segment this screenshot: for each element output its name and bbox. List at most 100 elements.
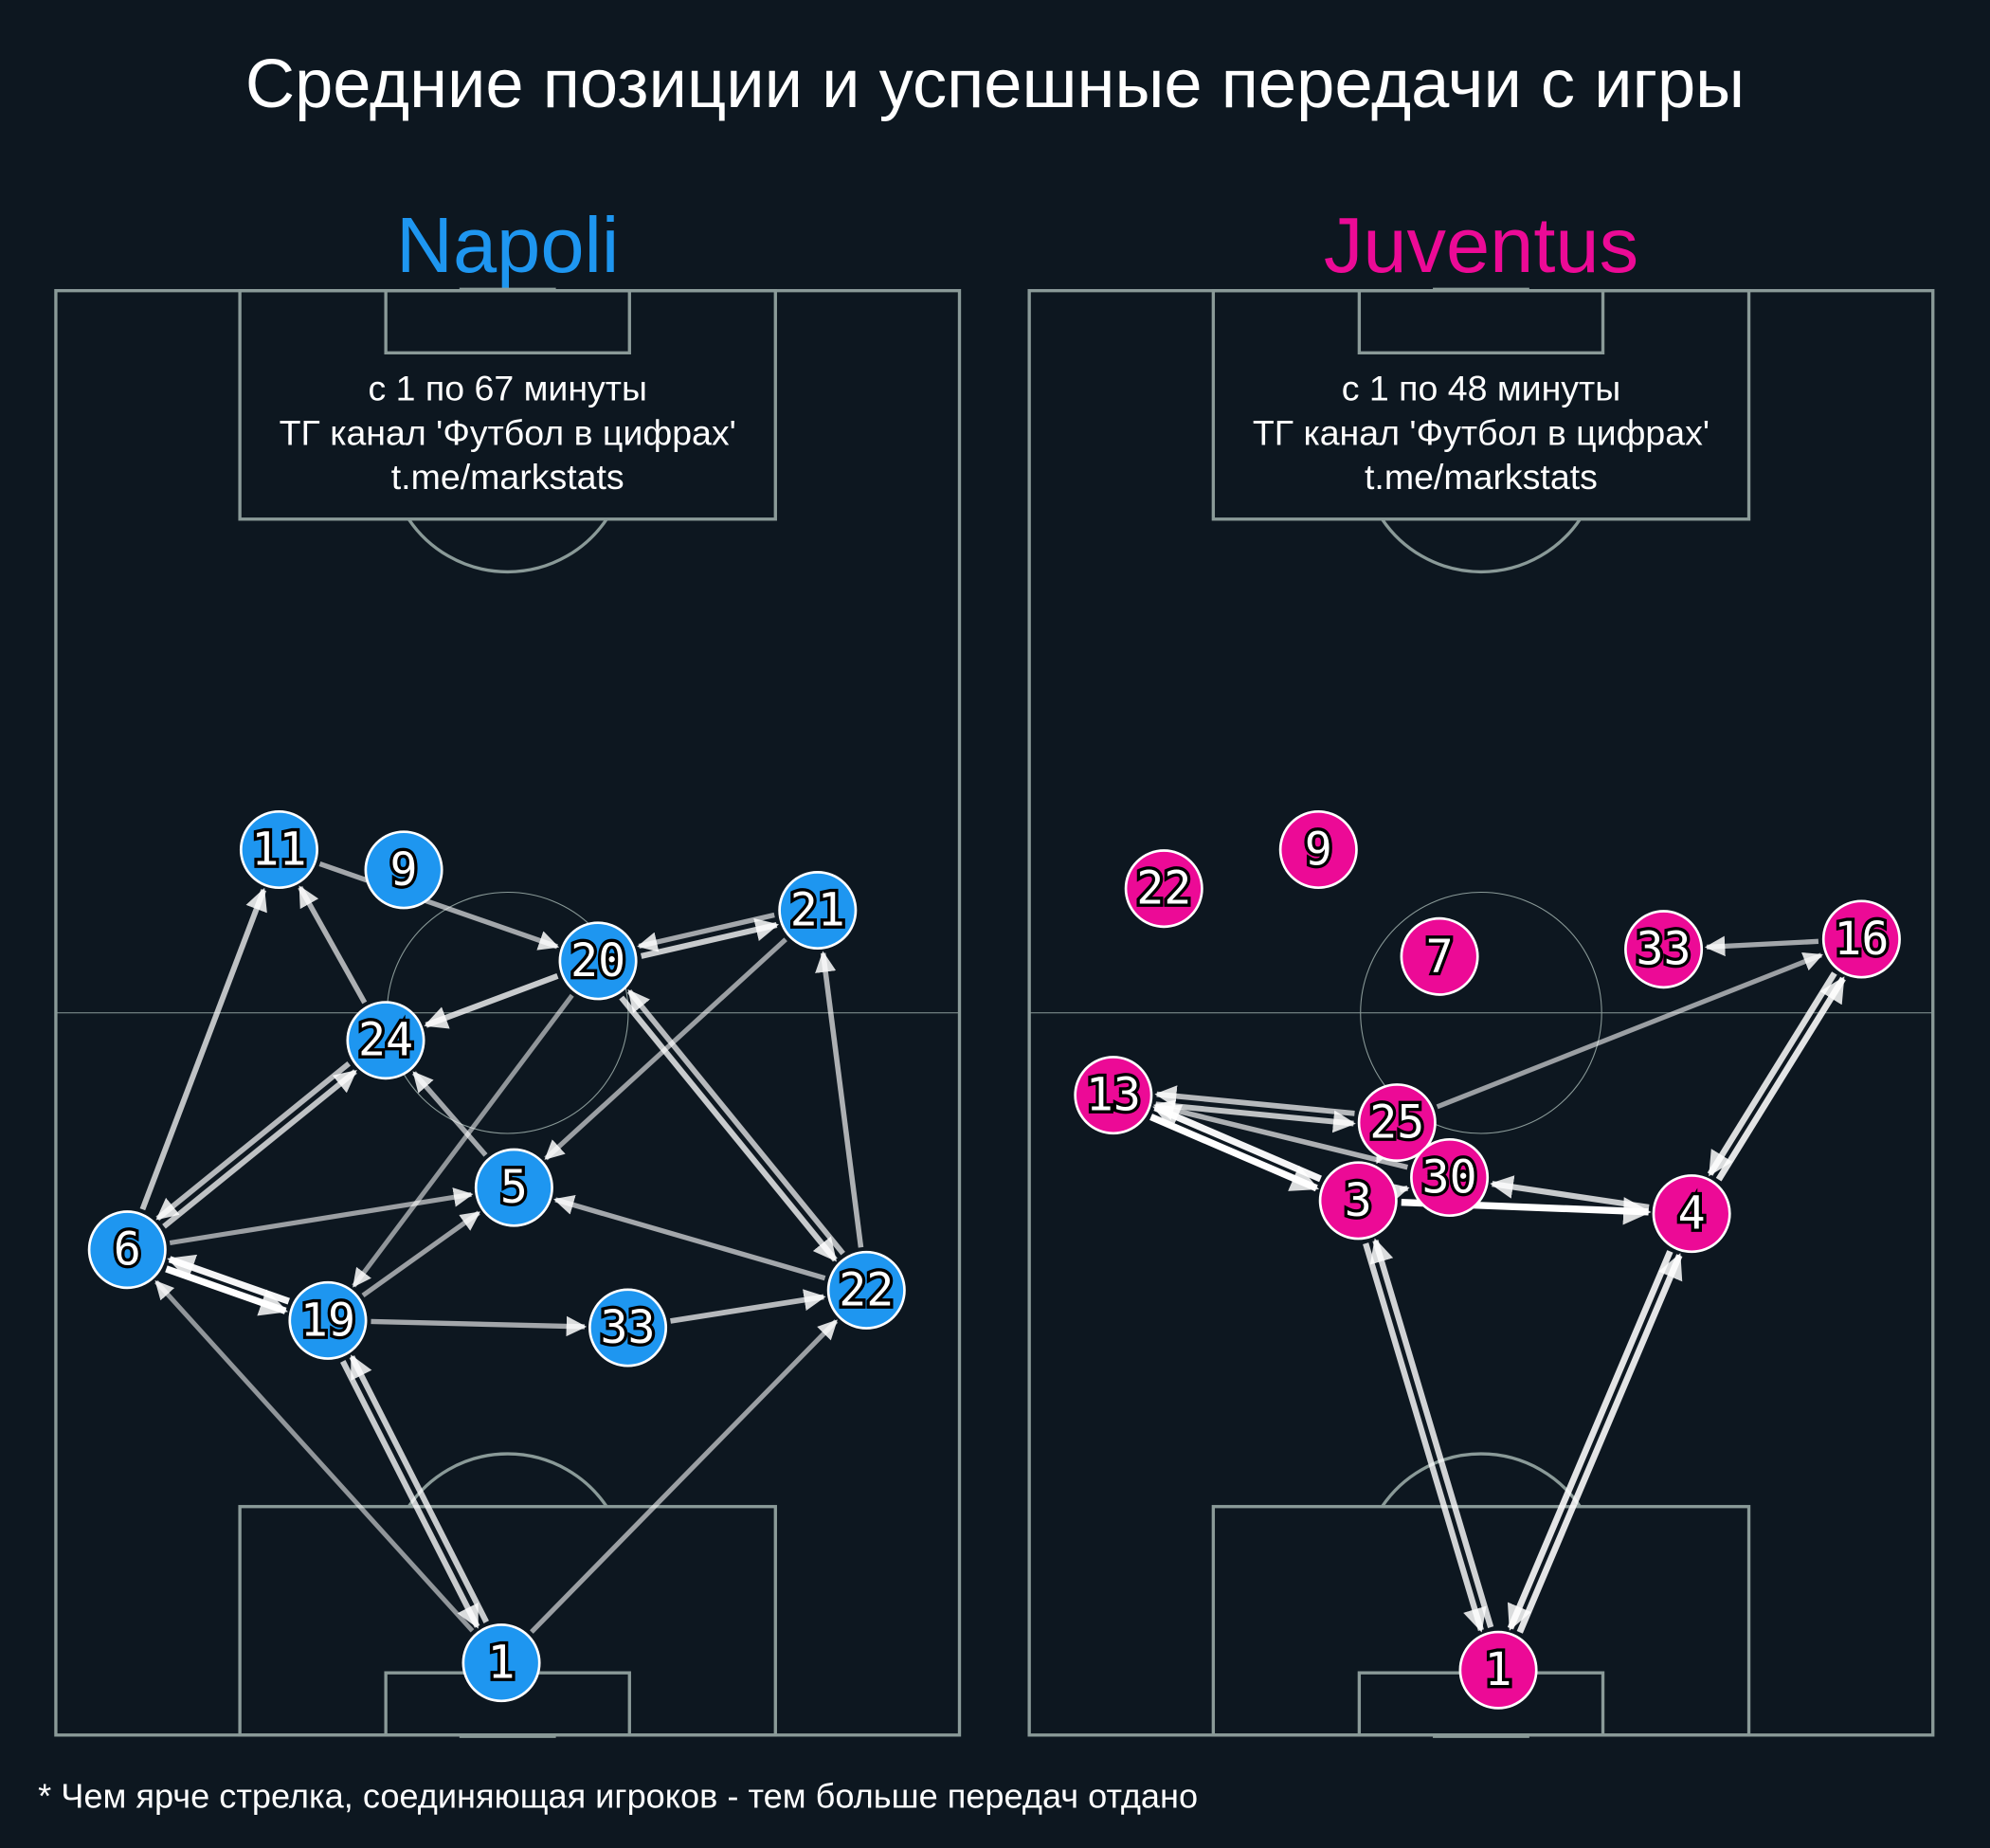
player-number: 9 (1305, 824, 1332, 877)
pass-arrow-20-to-24 (424, 972, 559, 1029)
player-number: 9 (390, 843, 418, 897)
player-marker-30: 30 (1410, 1137, 1490, 1218)
player-dot (558, 921, 638, 1001)
player-dot (1458, 1630, 1538, 1710)
player-dot (1400, 916, 1479, 996)
match-info-line: t.me/markstats (1365, 457, 1598, 497)
pass-arrow-3-to-13 (1152, 1104, 1322, 1183)
player-marker-6: 6 (87, 1210, 167, 1290)
player-number: 1 (1485, 1643, 1512, 1696)
player-marker-19: 19 (288, 1280, 368, 1360)
pass-arrow-13-to-25 (1155, 1101, 1356, 1133)
team-name: Napoli (396, 201, 619, 289)
player-dot (461, 1623, 541, 1703)
player-dot (1278, 810, 1358, 890)
pass-arrow-5-to-24 (411, 1071, 488, 1157)
passes (1149, 935, 1846, 1634)
player-marker-7: 7 (1400, 916, 1479, 996)
player-dot (288, 1280, 368, 1360)
player-number: 30 (1422, 1150, 1477, 1204)
pass-arrow-25-to-16 (1436, 951, 1823, 1110)
player-number: 13 (1086, 1069, 1141, 1122)
player-number: 22 (839, 1263, 894, 1316)
player-number: 25 (1369, 1096, 1424, 1150)
player-marker-33: 33 (588, 1288, 668, 1368)
players: 11 9 20 21 24 5 6 19 33 22 1 (87, 810, 906, 1703)
pass-arrow-4-to-30 (1490, 1175, 1650, 1210)
match-info-line: ТГ канал 'Футбол в цифрах' (280, 412, 736, 452)
player-number: 6 (114, 1223, 141, 1277)
player-number: 1 (488, 1637, 516, 1690)
pass-arrow-22-to-20 (626, 988, 845, 1256)
player-marker-20: 20 (558, 921, 638, 1001)
pass-arrow-3-to-1 (1363, 1242, 1487, 1633)
player-marker-21: 21 (778, 871, 858, 951)
match-info-line: ТГ канал 'Футбол в цифрах' (1253, 412, 1710, 452)
player-number: 22 (1136, 862, 1191, 915)
pass-arrow-20-to-19 (352, 993, 574, 1288)
pass-arrow-19-to-6 (167, 1254, 290, 1305)
footnote: * Чем ярче стрелка, соединяющая игроков … (38, 1776, 1198, 1815)
player-marker-13: 13 (1074, 1056, 1153, 1135)
pass-arrow-1-to-22 (530, 1319, 839, 1634)
player-marker-22: 22 (826, 1250, 906, 1330)
pass-arrow-20-to-22 (619, 995, 838, 1262)
pass-arrow-16-to-4 (1707, 971, 1837, 1177)
player-dot (364, 830, 443, 910)
player-marker-24: 24 (346, 1001, 425, 1080)
player-dot (239, 810, 318, 890)
pass-arrow-4-to-16 (1715, 976, 1846, 1182)
player-marker-9: 9 (1278, 810, 1358, 890)
player-dot (1124, 849, 1203, 929)
match-info-line: с 1 по 48 минуты (1342, 368, 1620, 408)
pass-arrow-1-to-3 (1369, 1238, 1494, 1628)
pass-arrow-6-to-24 (162, 1069, 357, 1229)
pass-arrow-33-to-22 (670, 1289, 826, 1324)
player-number: 21 (790, 884, 845, 937)
pass-arrow-19-to-1 (340, 1360, 480, 1629)
pass-arrow-20-to-21 (640, 917, 780, 959)
player-number: 19 (300, 1294, 355, 1347)
pass-arrow-22-to-21 (815, 951, 864, 1248)
pass-arrow-21-to-20 (637, 912, 775, 952)
player-number: 20 (570, 934, 625, 987)
pass-arrow-1-to-19 (349, 1354, 489, 1623)
player-number: 11 (251, 824, 306, 877)
player-dot (1318, 1161, 1398, 1241)
pass-arrow-4-to-1 (1507, 1250, 1673, 1631)
player-marker-25: 25 (1357, 1083, 1437, 1163)
pass-arrow-19-to-5 (361, 1210, 481, 1298)
player-dot (1821, 899, 1901, 979)
player-dot (474, 1148, 553, 1227)
player-marker-4: 4 (1652, 1174, 1731, 1254)
player-marker-16: 16 (1821, 899, 1901, 979)
player-number: 16 (1834, 913, 1889, 966)
player-dot (1652, 1174, 1731, 1254)
pass-arrow-3-to-30 (1385, 1182, 1410, 1204)
team-name: Juventus (1324, 201, 1638, 289)
player-dot (346, 1001, 425, 1080)
player-marker-33: 33 (1624, 910, 1704, 989)
match-info-line: с 1 по 67 минуты (368, 368, 646, 408)
match-info-line: t.me/markstats (391, 457, 624, 497)
player-marker-22: 22 (1124, 849, 1203, 929)
player-dot (87, 1210, 167, 1290)
pass-arrow-24-to-11 (298, 885, 368, 1005)
player-marker-3: 3 (1318, 1161, 1398, 1241)
player-marker-1: 1 (1458, 1630, 1538, 1710)
player-dot (1624, 910, 1704, 989)
player-marker-5: 5 (474, 1148, 553, 1227)
passes (139, 861, 864, 1634)
pass-arrow-25-to-13 (1154, 1085, 1355, 1116)
player-marker-11: 11 (239, 810, 318, 890)
player-number: 3 (1345, 1174, 1372, 1227)
player-dot (588, 1288, 668, 1368)
player-dot (1074, 1056, 1153, 1135)
player-number: 33 (1637, 923, 1692, 976)
pass-arrow-24-to-6 (155, 1060, 352, 1222)
player-number: 5 (500, 1161, 528, 1214)
pass-arrow-19-to-33 (371, 1315, 588, 1337)
